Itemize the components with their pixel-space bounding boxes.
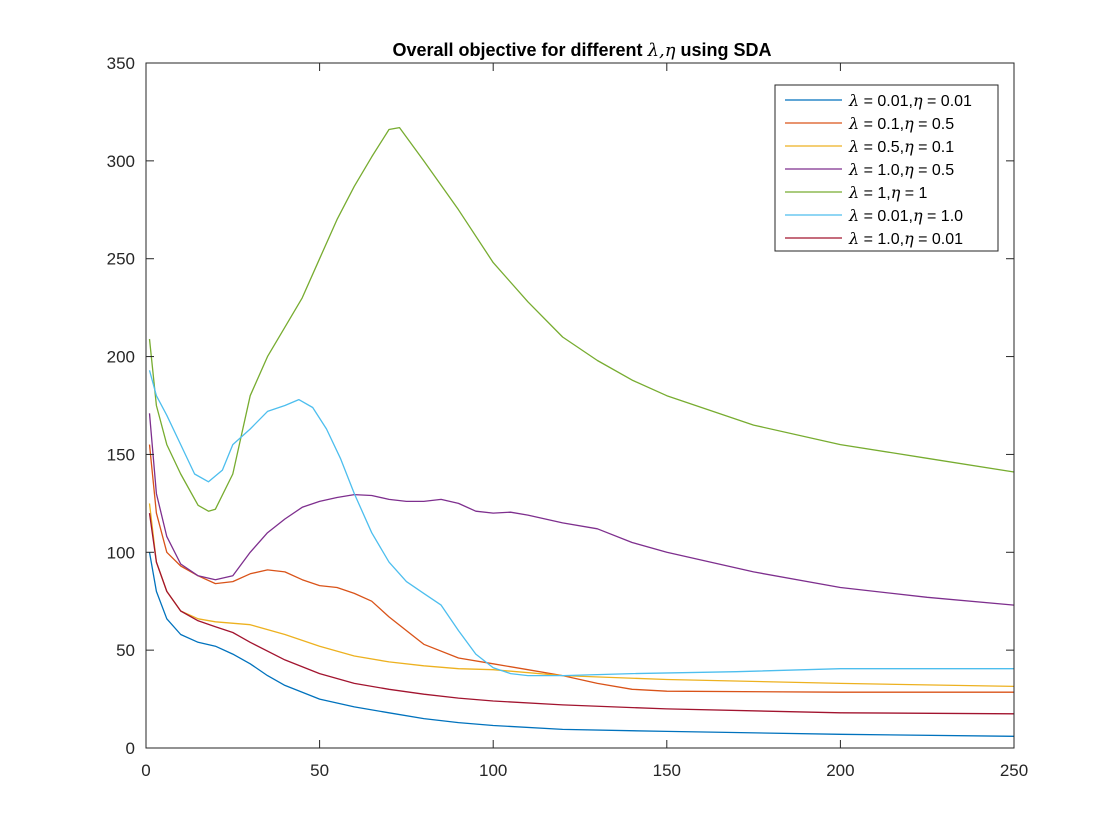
legend-label-3: λ = 0.5,η = 0.1 bbox=[848, 137, 954, 156]
series-line-6 bbox=[148, 370, 1014, 677]
axes-box bbox=[145, 62, 1015, 749]
legend-label-2: λ = 0.1,η = 0.5 bbox=[848, 114, 954, 133]
axes: 0 50 100 150 200 250 0 50 100 150 200 250 300 350 bbox=[107, 54, 1029, 780]
legend-label-1: λ = 0.01,η = 0.01 bbox=[848, 91, 972, 110]
chart-title: Overall objective for different λ,η usin… bbox=[392, 40, 771, 61]
legend: λ = 0.01,η = 0.01 λ = 0.1,η = 0.5 λ = 0.5,… bbox=[774, 84, 999, 252]
series-line-4 bbox=[148, 413, 1015, 606]
legend-label-6: λ = 0.01,η = 1.0 bbox=[848, 206, 963, 225]
legend-box bbox=[774, 84, 999, 252]
series-line-1 bbox=[148, 552, 1015, 737]
y-tick-label: 300 bbox=[107, 152, 135, 171]
chart-title-prefix: Overall objective for different bbox=[392, 40, 647, 60]
legend-label-5: λ = 1,η = 1 bbox=[848, 183, 928, 202]
chart-title-suffix: using SDA bbox=[675, 40, 771, 60]
y-tick-label: 50 bbox=[116, 641, 135, 660]
series-line-5 bbox=[148, 126, 1015, 512]
legend-label-7: λ = 1.0,η = 0.01 bbox=[848, 229, 963, 248]
y-tick-label: 250 bbox=[107, 250, 135, 269]
y-tick-label: 350 bbox=[107, 54, 135, 73]
x-tick-label: 150 bbox=[653, 761, 681, 780]
x-tick-label: 0 bbox=[141, 761, 150, 780]
x-tick-label: 200 bbox=[826, 761, 854, 780]
legend-label-4: λ = 1.0,η = 0.5 bbox=[848, 160, 954, 179]
y-tick-label: 100 bbox=[107, 543, 135, 562]
series-line-7 bbox=[148, 513, 1015, 715]
y-tick-label: 150 bbox=[107, 445, 135, 464]
chart-title-math: λ,η bbox=[647, 40, 676, 61]
x-tick-label: 50 bbox=[310, 761, 329, 780]
y-tick-label: 200 bbox=[107, 348, 135, 367]
x-tick-label: 250 bbox=[1000, 761, 1028, 780]
series-lines bbox=[148, 126, 1015, 737]
y-tick-label: 0 bbox=[126, 739, 135, 758]
x-tick-label: 100 bbox=[479, 761, 507, 780]
